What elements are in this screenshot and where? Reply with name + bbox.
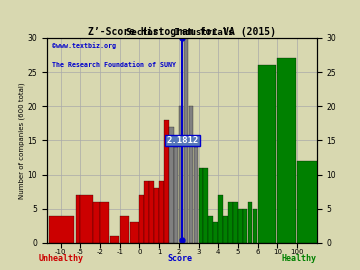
Bar [238, 209, 243, 243]
Bar [297, 161, 360, 243]
Bar [248, 202, 252, 243]
Bar [130, 222, 139, 243]
Bar [110, 236, 119, 243]
Bar [258, 65, 276, 243]
Text: The Research Foundation of SUNY: The Research Foundation of SUNY [52, 62, 176, 68]
Bar [49, 216, 75, 243]
Bar [80, 195, 93, 243]
Bar [149, 181, 154, 243]
Bar [278, 58, 296, 243]
Bar [94, 202, 100, 243]
Bar [243, 209, 247, 243]
Bar [120, 216, 129, 243]
Bar [184, 38, 188, 243]
Bar [154, 188, 159, 243]
Bar [218, 195, 223, 243]
Text: ©www.textbiz.org: ©www.textbiz.org [52, 42, 116, 49]
Text: Unhealthy: Unhealthy [39, 254, 84, 263]
Bar [76, 195, 80, 243]
Bar [194, 147, 198, 243]
Bar [199, 168, 203, 243]
Bar [223, 216, 228, 243]
Bar [228, 202, 233, 243]
Bar [253, 209, 257, 243]
Bar [164, 120, 168, 243]
Bar [169, 127, 174, 243]
Bar [159, 181, 164, 243]
Text: 2.1812: 2.1812 [166, 136, 198, 145]
Bar [233, 202, 238, 243]
Text: Score: Score [167, 254, 193, 263]
Bar [174, 147, 179, 243]
Bar [100, 202, 109, 243]
Text: Healthy: Healthy [281, 254, 316, 263]
Y-axis label: Number of companies (600 total): Number of companies (600 total) [18, 82, 24, 199]
Bar [213, 222, 218, 243]
Title: Z’-Score Histogram for VA (2015): Z’-Score Histogram for VA (2015) [88, 27, 276, 37]
Bar [208, 216, 213, 243]
Text: Sector:  Industrials: Sector: Industrials [126, 28, 234, 37]
Bar [179, 106, 184, 243]
Bar [144, 181, 149, 243]
Bar [139, 195, 144, 243]
Bar [203, 168, 208, 243]
Bar [189, 106, 193, 243]
